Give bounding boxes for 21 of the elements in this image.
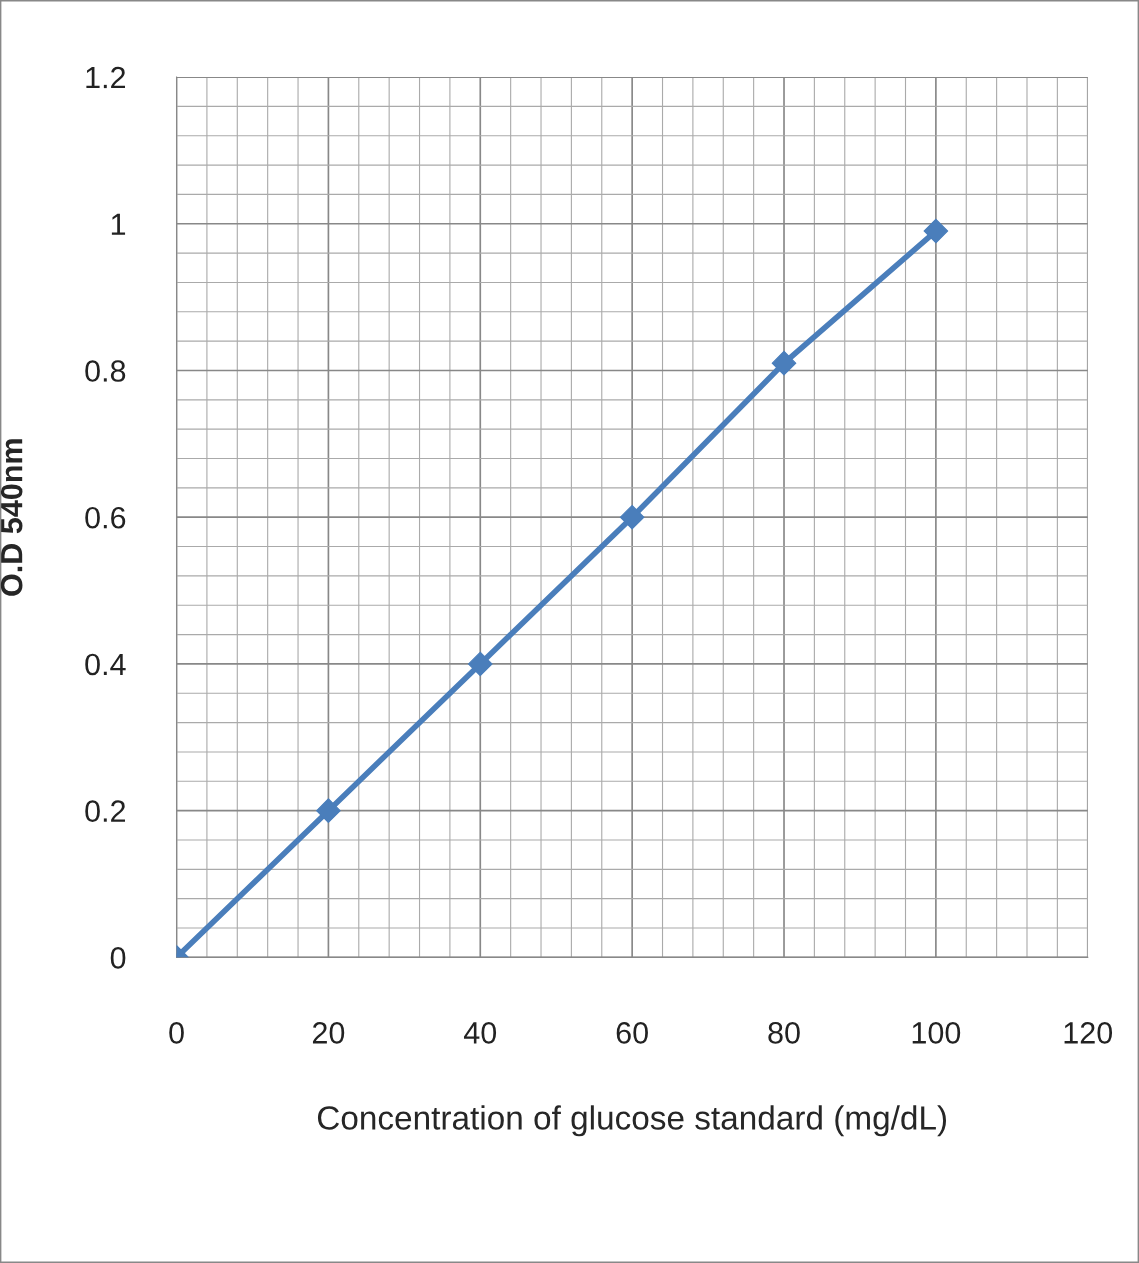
x-tick-label: 120 (1064, 1022, 1113, 1044)
x-tick-label: 80 (768, 1022, 800, 1044)
point (771, 350, 797, 376)
point (467, 651, 493, 677)
point (923, 218, 949, 244)
x-axis-title: Concentration of glucose standard (mg/dL) (317, 1105, 947, 1137)
y-tick-label: 0 (110, 947, 126, 969)
x-tick-label: 100 (912, 1022, 961, 1044)
x-tick-label: 0 (169, 1022, 184, 1044)
y-tick-label: 0.6 (85, 506, 126, 529)
y-tick-label: 1.2 (86, 66, 126, 89)
y-tick-label: 0.8 (85, 360, 126, 382)
point (619, 504, 645, 530)
y-axis-title: O.D 540nm (0, 439, 23, 596)
y-tick-label: 0.4 (85, 653, 126, 676)
x-tick-label: 40 (463, 1022, 497, 1044)
x-tick-label: 20 (312, 1022, 345, 1044)
x-tick-label: 60 (616, 1022, 648, 1044)
y-tick-label: 0.2 (85, 800, 126, 823)
y-tick-label: 1 (111, 213, 126, 235)
point (316, 798, 341, 823)
